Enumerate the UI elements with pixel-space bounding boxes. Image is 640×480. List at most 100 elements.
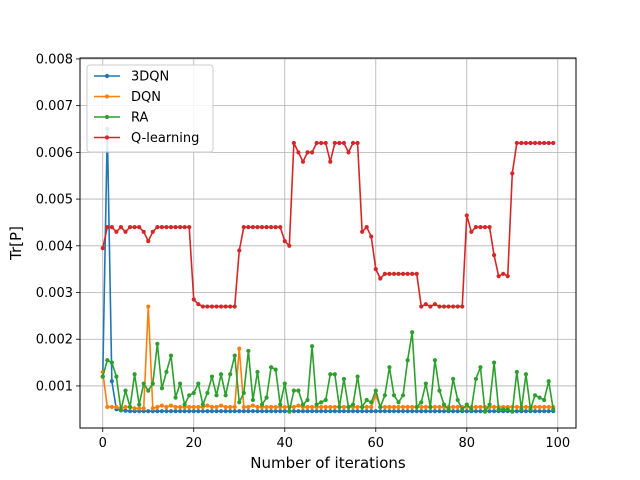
data-point	[350, 140, 356, 146]
data-point	[355, 374, 360, 379]
data-point	[264, 395, 269, 400]
data-point	[232, 353, 237, 358]
data-point	[510, 409, 515, 414]
data-point	[232, 409, 237, 414]
data-point	[209, 374, 215, 379]
data-point	[387, 409, 392, 414]
data-point	[382, 393, 387, 398]
data-point	[501, 407, 506, 412]
data-point	[514, 140, 519, 146]
data-point	[473, 409, 478, 414]
data-point	[323, 404, 328, 410]
data-point	[542, 140, 547, 146]
data-point	[209, 404, 215, 410]
data-point	[451, 376, 456, 382]
data-point	[205, 409, 210, 414]
series-line	[101, 142, 554, 308]
data-point	[205, 304, 210, 309]
data-point	[223, 393, 228, 398]
data-point	[109, 225, 114, 230]
data-point	[123, 388, 128, 393]
data-point	[523, 140, 529, 146]
data-point	[446, 304, 451, 309]
data-point	[200, 304, 205, 309]
data-point	[542, 397, 547, 403]
data-point	[414, 409, 419, 414]
data-point	[319, 400, 324, 405]
data-point	[419, 304, 424, 309]
data-point	[250, 397, 256, 403]
y-tick-label: 0.007	[36, 99, 73, 114]
data-point	[455, 404, 460, 410]
data-point	[341, 409, 347, 414]
data-point	[400, 271, 406, 276]
data-point	[369, 404, 374, 410]
data-point	[382, 409, 387, 414]
data-point	[437, 304, 442, 309]
data-point	[482, 409, 488, 414]
data-point	[478, 404, 483, 410]
data-point	[155, 341, 160, 347]
data-point	[146, 304, 151, 309]
data-point	[296, 403, 301, 408]
data-point	[337, 140, 342, 146]
data-point	[228, 372, 233, 377]
data-point	[332, 409, 337, 414]
y-tick-label: 0.004	[36, 239, 73, 254]
data-point	[332, 404, 337, 410]
data-point	[528, 140, 533, 146]
data-point	[278, 225, 283, 230]
y-tick-label: 0.002	[36, 333, 73, 348]
data-point	[178, 404, 183, 410]
data-point	[396, 271, 401, 276]
data-point	[514, 404, 519, 410]
data-point	[423, 404, 428, 410]
series-q-learning	[100, 140, 556, 309]
data-point	[505, 274, 510, 279]
data-point	[464, 402, 469, 407]
data-point	[300, 409, 306, 414]
data-point	[382, 404, 387, 410]
data-point	[300, 159, 306, 164]
data-point	[350, 402, 356, 407]
data-point	[209, 409, 215, 414]
data-point	[428, 404, 433, 410]
data-point	[205, 390, 210, 396]
data-point	[501, 271, 506, 276]
data-point	[282, 381, 287, 386]
data-point	[127, 225, 133, 230]
data-point	[269, 409, 274, 414]
axis-ticks: 0 20 40 60 80 100 0.001 0.002 0.003 0.004 0.005 0.0…	[36, 52, 570, 451]
data-point	[378, 276, 383, 281]
data-point	[228, 409, 233, 414]
series-line	[101, 331, 555, 413]
data-point	[405, 404, 410, 410]
data-point	[223, 409, 228, 414]
data-point	[519, 140, 524, 146]
data-point	[400, 404, 406, 410]
data-point	[323, 409, 328, 414]
data-point	[514, 409, 519, 414]
data-point	[218, 304, 224, 309]
data-point	[255, 369, 260, 375]
data-point	[414, 404, 419, 410]
data-point	[369, 400, 374, 405]
data-point	[264, 225, 269, 230]
data-point	[542, 404, 547, 410]
data-point	[168, 409, 174, 414]
data-point	[410, 330, 415, 335]
data-point	[437, 388, 442, 393]
data-point	[364, 225, 369, 230]
data-point	[455, 304, 460, 309]
data-point	[405, 358, 410, 363]
data-point	[100, 374, 105, 379]
data-point	[105, 358, 110, 363]
data-point	[432, 358, 438, 363]
data-point	[464, 213, 469, 218]
data-point	[118, 408, 124, 413]
data-point	[478, 365, 483, 370]
data-point	[191, 390, 196, 396]
data-point	[419, 409, 424, 414]
x-tick-label: 80	[459, 436, 476, 451]
